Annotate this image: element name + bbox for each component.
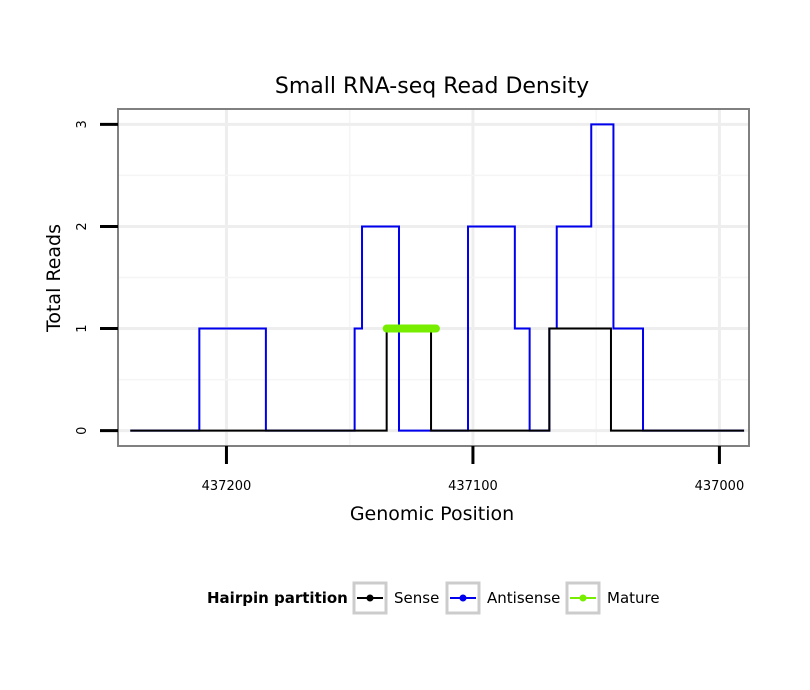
panel-border — [117, 108, 750, 447]
y-tick-label-3: 3 — [75, 120, 90, 128]
x-axis: 437200 437100 437000 — [202, 446, 745, 494]
legend: Hairpin partition Sense Antisense Mature — [207, 581, 660, 615]
x-tick-label-1: 437100 — [448, 479, 498, 494]
chart-title: Small RNA-seq Read Density — [275, 74, 589, 99]
y-axis-title: Total Reads — [43, 224, 65, 333]
series-line-sense — [130, 327, 745, 432]
legend-point-sense — [366, 594, 374, 602]
legend-point-antisense — [459, 594, 467, 602]
x-tick-label-2: 437000 — [695, 479, 745, 494]
y-tick-label-2: 2 — [75, 222, 90, 230]
legend-label-mature: Mature — [607, 589, 660, 607]
legend-title: Hairpin partition — [207, 589, 348, 607]
grid — [118, 109, 749, 446]
legend-label-antisense: Antisense — [487, 589, 560, 607]
x-tick-label-0: 437200 — [202, 479, 252, 494]
x-axis-title: Genomic Position — [350, 503, 514, 525]
y-tick-label-0: 0 — [75, 427, 90, 435]
y-axis: 0 1 2 3 — [75, 120, 118, 435]
legend-point-mature — [579, 594, 587, 602]
y-tick-label-1: 1 — [75, 324, 90, 332]
legend-label-sense: Sense — [394, 589, 439, 607]
series-layer — [130, 123, 745, 432]
